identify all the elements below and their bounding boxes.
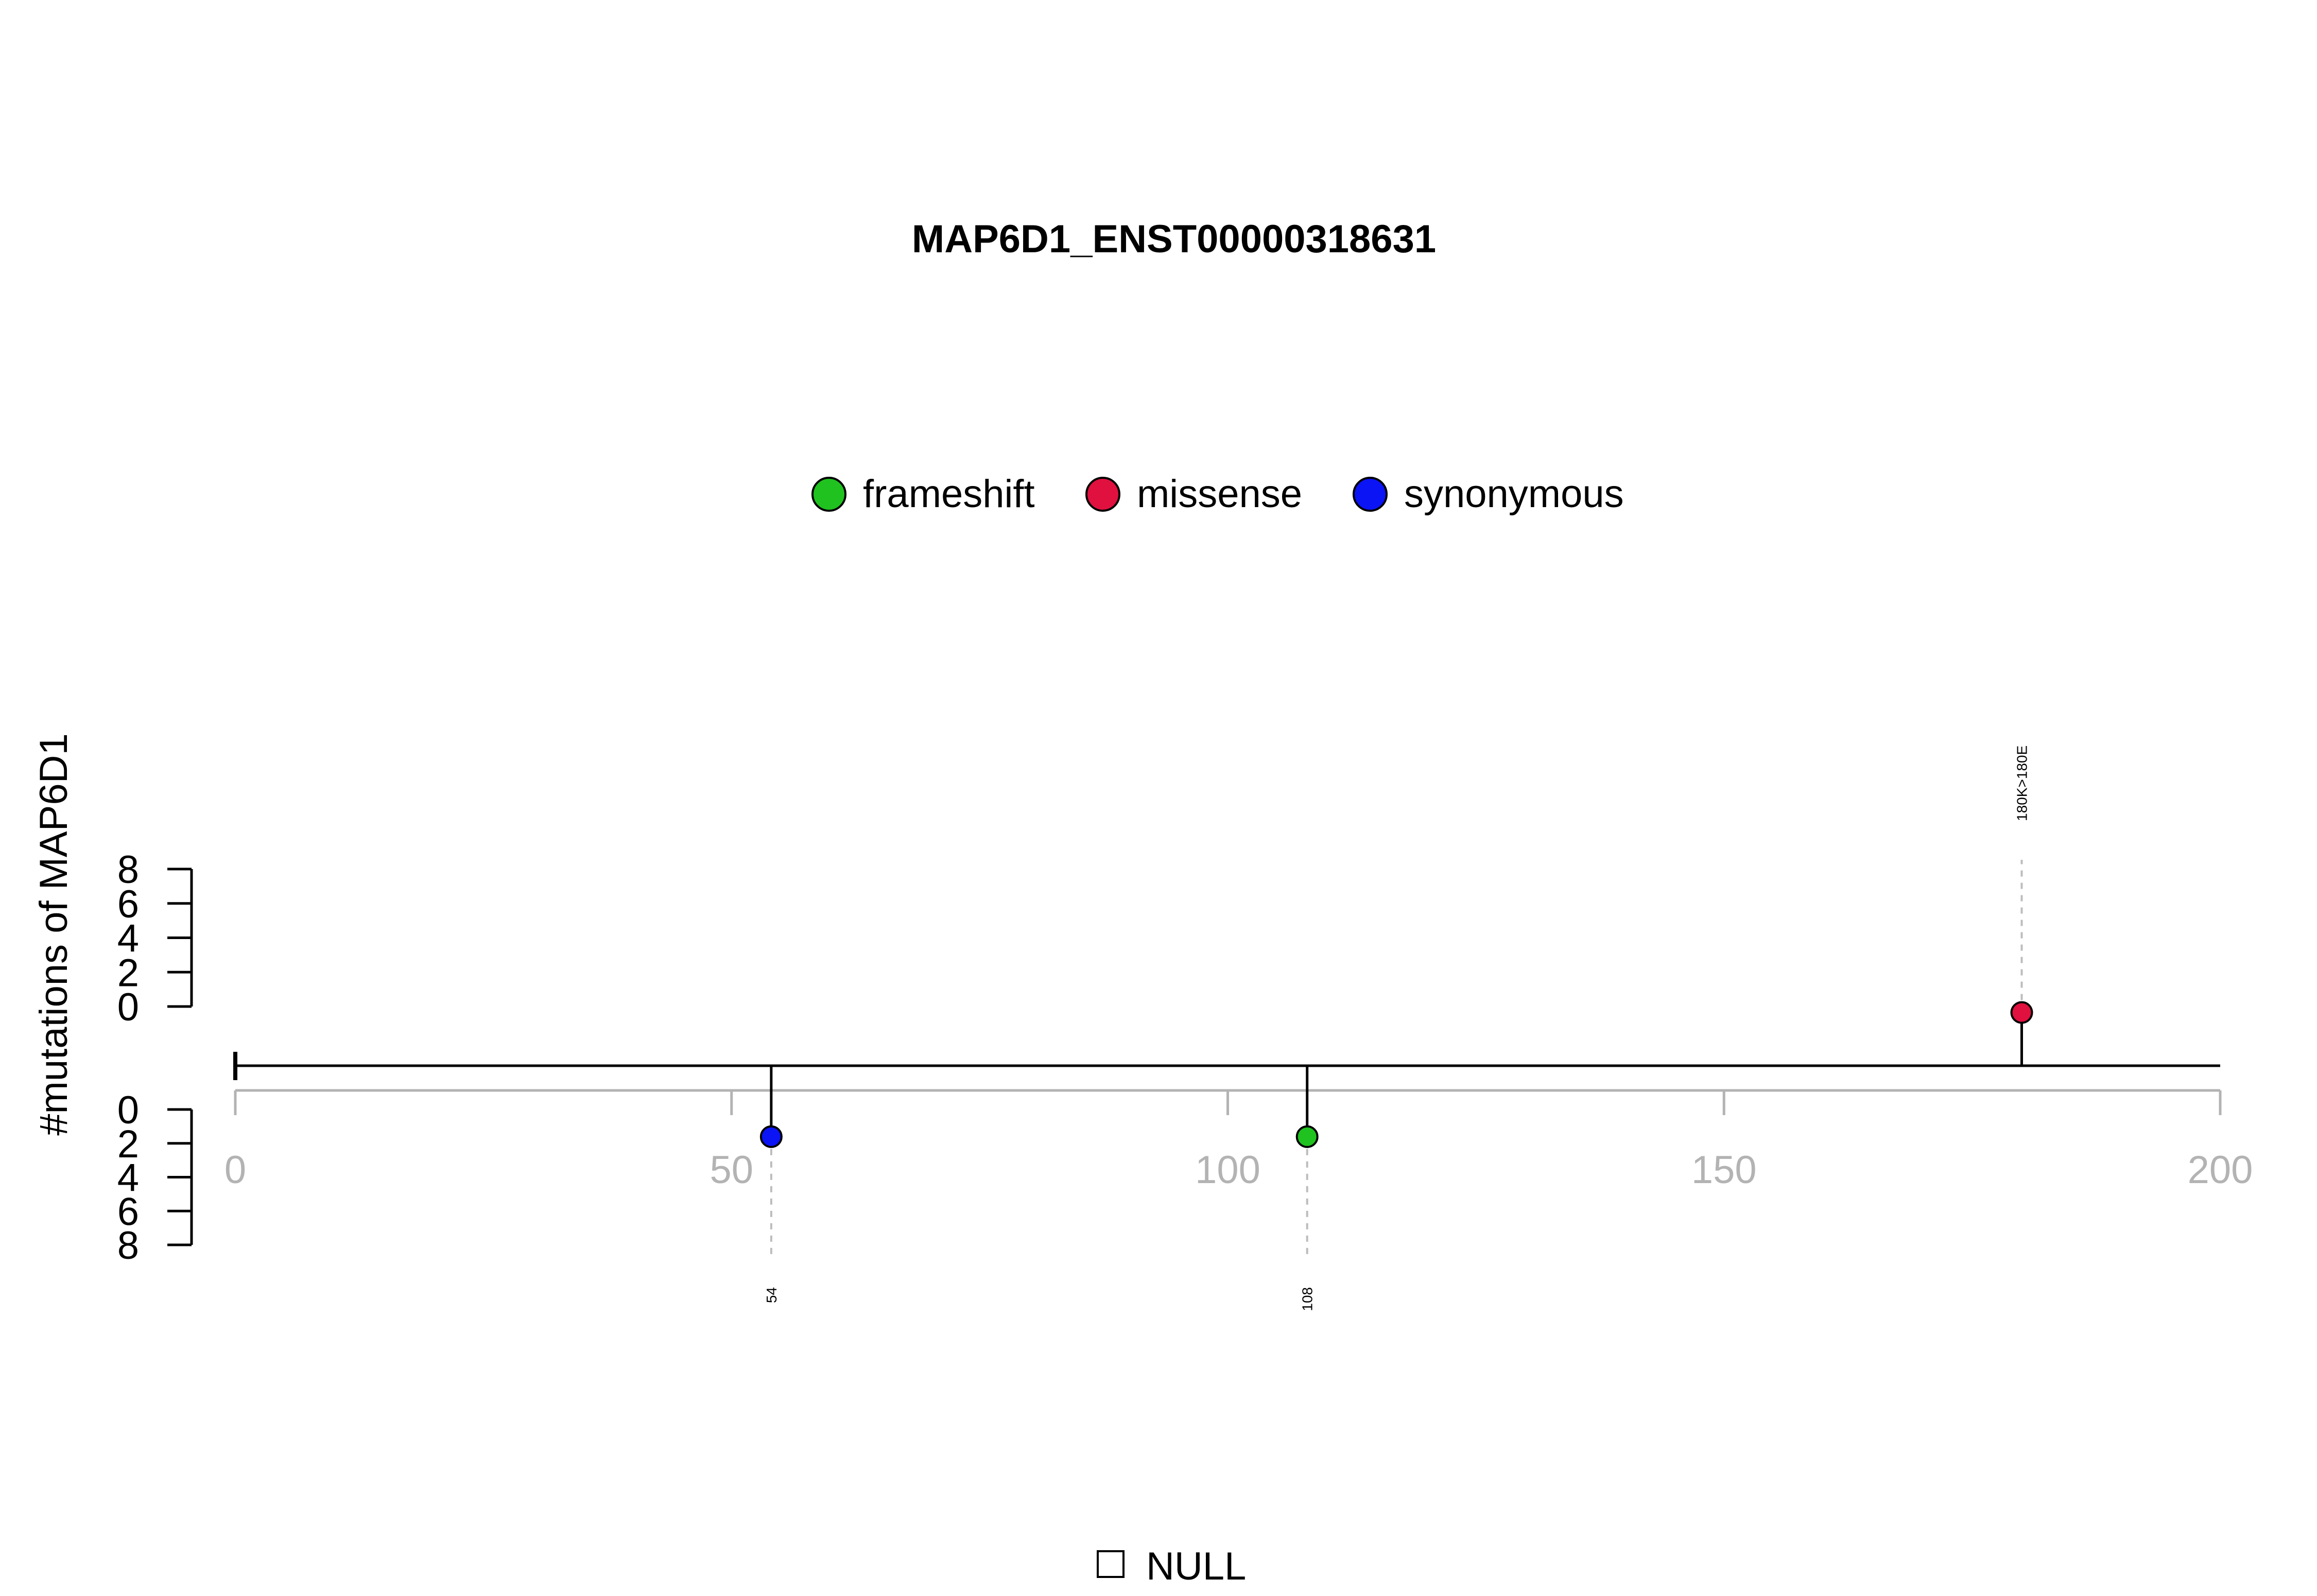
y-bottom-tick-label: 6 xyxy=(117,1190,139,1234)
y-top-tick-label: 8 xyxy=(117,848,139,892)
legend-item-frameshift: frameshift xyxy=(811,472,1035,516)
legend-label: synonymous xyxy=(1404,472,1624,516)
legend-label: missense xyxy=(1137,472,1302,516)
legend: frameshift missense synonymous xyxy=(811,472,1624,516)
mutation-point-frameshift xyxy=(1295,1125,1319,1148)
x-tick-label: 100 xyxy=(1195,1148,1260,1192)
y-top-tick-label: 0 xyxy=(117,985,139,1029)
legend-item-synonymous: synonymous xyxy=(1353,472,1624,516)
domain-legend-box xyxy=(1097,1550,1125,1578)
y-axis-label: #mutations of MAP6D1 xyxy=(32,733,76,1136)
legend-marker-synonymous xyxy=(1353,477,1388,512)
y-bottom-tick-label: 2 xyxy=(117,1122,139,1166)
mutation-point-synonymous xyxy=(759,1125,783,1148)
domain-legend: NULL xyxy=(1097,1545,1246,1588)
mutation-label: 108 xyxy=(1300,1287,1316,1311)
mutation-108: 108 xyxy=(1295,1066,1319,1311)
legend-item-missense: missense xyxy=(1085,472,1302,516)
mutation-54: 54 xyxy=(759,1066,783,1303)
legend-marker-frameshift xyxy=(811,477,846,512)
y-bottom-tick-label: 8 xyxy=(117,1224,139,1268)
y-top-tick-label: 2 xyxy=(117,951,139,995)
x-axis: 0 50 100 150 200 xyxy=(224,1089,2253,1192)
x-tick-label: 200 xyxy=(2188,1148,2253,1192)
mutation-label: 54 xyxy=(764,1287,780,1303)
x-tick-label: 0 xyxy=(224,1148,246,1192)
mutation-180: 180K>180E xyxy=(2010,745,2033,1066)
mutation-label: 180K>180E xyxy=(2014,745,2030,821)
legend-label: frameshift xyxy=(863,472,1035,516)
y-top-tick-label: 6 xyxy=(117,882,139,926)
legend-marker-missense xyxy=(1085,477,1120,512)
y-bottom-tick-label: 0 xyxy=(117,1088,139,1132)
x-tick-label: 50 xyxy=(710,1148,753,1192)
x-tick-label: 150 xyxy=(1691,1148,1757,1192)
chart-title: MAP6D1_ENST00000318631 xyxy=(912,217,1436,261)
domain-legend-label: NULL xyxy=(1146,1545,1246,1588)
y-bottom-tick-label: 4 xyxy=(117,1156,139,1200)
mutation-point-missense xyxy=(2010,1001,2033,1024)
y-top-tick-label: 4 xyxy=(117,917,139,961)
mutations: 54 108 180K>180E xyxy=(759,745,2033,1311)
